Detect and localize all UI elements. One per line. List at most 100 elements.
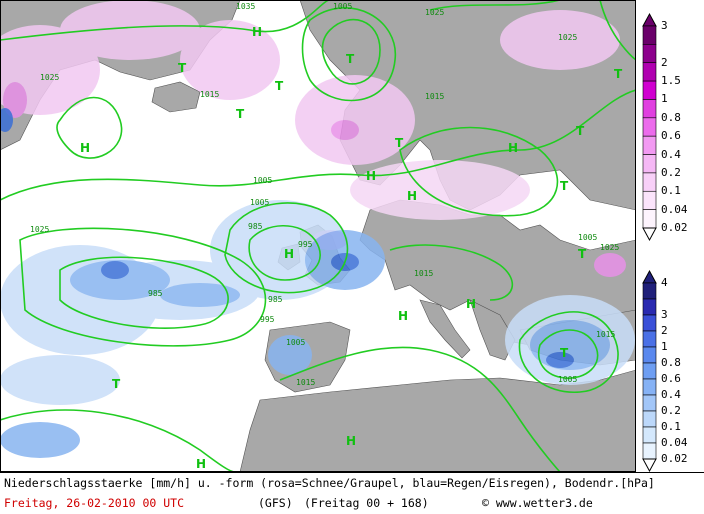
pressure-center-label: T	[576, 124, 585, 138]
isobar-label: 1015	[596, 330, 615, 339]
isobar-label: 995	[260, 315, 275, 324]
rain-precipitation-layer	[0, 108, 635, 458]
caption-description: Niederschlagsstaerke [mm/h] u. -form (ro…	[4, 476, 655, 490]
isobar-labels: 1035 1005 1025 1025 1025 1015 1015 1025 …	[30, 2, 619, 387]
snow-scale-swatch	[642, 25, 657, 45]
pressure-center-label: H	[346, 434, 356, 448]
map-frame	[0, 0, 636, 472]
isobar-label: 1025	[600, 243, 619, 252]
isobar-label: 1025	[425, 8, 444, 17]
snow-scale-swatch	[642, 190, 657, 210]
pressure-center-label: T	[560, 346, 569, 360]
isobar-label: 1005	[250, 198, 269, 207]
pressure-centers: H T T T H T H H T H T T T T H H H H H T …	[80, 25, 623, 471]
rain-scale-swatch	[642, 442, 657, 460]
rain-scale-tick-label: 4	[661, 276, 668, 289]
isobar-label: 1005	[333, 2, 352, 11]
rain-scale-swatch	[642, 298, 657, 316]
snow-scale-tick-label: 0.4	[661, 147, 681, 161]
weather-map: 1035 1005 1025 1025 1025 1015 1015 1025 …	[0, 0, 636, 472]
snow-scale-tick-label: 0.6	[661, 129, 681, 143]
snow-scale-tick-label: 2	[661, 55, 668, 69]
rain-scale-tick-label: 1	[661, 340, 668, 353]
snow-scale-arrow-bottom	[642, 227, 657, 242]
pressure-center-label: H	[284, 247, 294, 261]
snow-scale-swatch	[642, 62, 657, 82]
pressure-center-label: H	[80, 141, 90, 155]
rain-scale-tick-label: 0.4	[661, 388, 681, 401]
rain-scale-tick-label: 2	[661, 324, 668, 337]
snow-scale-swatch	[642, 172, 657, 192]
rain-scale-arrow-bottom	[642, 458, 657, 473]
isobar-label: 995	[298, 240, 313, 249]
snow-scale-tick-label: 1	[661, 92, 668, 106]
rain-scale-tick-label: 0.6	[661, 372, 681, 385]
snow-scale-tick-label: 1.5	[661, 74, 681, 88]
isobar-label: 985	[148, 289, 163, 298]
isobar-label: 1025	[558, 33, 577, 42]
pressure-center-label: H	[366, 169, 376, 183]
isobar-label: 1005	[253, 176, 272, 185]
snow-scale-swatch	[642, 44, 657, 64]
rain-scale-tick-label: 0.2	[661, 404, 681, 417]
isobar-label: 1025	[40, 73, 59, 82]
pressure-center-label: H	[466, 297, 476, 311]
rain-scale-tick-label: 0.04	[661, 436, 688, 449]
rain-scale-swatch	[642, 410, 657, 428]
caption-run: (Freitag 00 + 168)	[304, 496, 429, 510]
isobar-label: 985	[248, 222, 263, 231]
pressure-center-label: T	[346, 52, 355, 66]
pressure-center-label: T	[560, 179, 569, 193]
isobar-label: 1015	[296, 378, 315, 387]
isobar-label: 1005	[578, 233, 597, 242]
color-scale-bars	[642, 12, 657, 473]
pressure-center-label: T	[178, 61, 187, 75]
snow-scale-tick-label: 0.04	[661, 202, 688, 216]
snow-scale-swatch	[642, 154, 657, 174]
caption-date: Freitag, 26-02-2010 00 UTC	[4, 496, 185, 510]
snow-scale-tick-label: 0.1	[661, 184, 681, 198]
rain-scale-tick-label: 0.1	[661, 420, 681, 433]
rain-scale-swatch	[642, 426, 657, 444]
isobar-label: 1005	[558, 375, 577, 384]
snow-scale-tick-label: 3	[661, 19, 668, 32]
snow-scale-tick-label: 0.2	[661, 165, 681, 179]
rain-scale-swatch	[642, 346, 657, 364]
pressure-center-label: T	[614, 67, 623, 81]
rain-scale-swatch	[642, 330, 657, 348]
snow-scale-swatch	[642, 99, 657, 119]
rain-scale-swatch	[642, 282, 657, 300]
pressure-center-label: T	[578, 247, 587, 261]
snow-scale-arrow-top	[642, 12, 657, 27]
rain-scale-tick-label: 0.8	[661, 356, 681, 369]
pressure-center-label: T	[236, 107, 245, 121]
caption-model: (GFS)	[258, 496, 293, 510]
rain-scale-tick-label: 0.02	[661, 452, 688, 465]
snow-scale-tick-label: 0.02	[661, 221, 688, 234]
rain-scale-swatch	[642, 378, 657, 396]
pressure-center-label: H	[252, 25, 262, 39]
pressure-center-label: H	[196, 457, 206, 471]
isobar-label: 1025	[30, 225, 49, 234]
isobar-label: 1035	[236, 2, 255, 11]
caption-bar: Niederschlagsstaerke [mm/h] u. -form (ro…	[0, 472, 704, 514]
caption-copyright[interactable]: © www.wetter3.de	[482, 496, 593, 510]
snow-precipitation-layer	[0, 0, 626, 277]
rain-scale-swatch	[642, 394, 657, 412]
snow-scale-tick-label: 0.8	[661, 110, 681, 124]
color-scale-panel: 3 2 1.5 1 0.8 0.6 0.4 0.2 0.1 0.04 0.02 4 3 2 1 0.8 0.6…	[636, 0, 704, 473]
snow-scale-swatch	[642, 135, 657, 155]
isobar-label: 1015	[200, 90, 219, 99]
rain-scale-tick-label: 3	[661, 308, 668, 321]
snow-scale-swatch	[642, 117, 657, 137]
isobar-label: 1005	[286, 338, 305, 347]
rain-scale-arrow-top	[642, 269, 657, 284]
isobar-label: 985	[268, 295, 283, 304]
snow-scale-swatch	[642, 209, 657, 229]
isobar-layer	[0, 0, 636, 472]
isobar-label: 1015	[425, 92, 444, 101]
pressure-center-label: H	[398, 309, 408, 323]
snow-scale-swatch	[642, 80, 657, 100]
rain-scale-swatch	[642, 362, 657, 380]
isobar-label: 1015	[414, 269, 433, 278]
